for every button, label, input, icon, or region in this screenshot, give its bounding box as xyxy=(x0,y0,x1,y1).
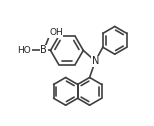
Text: OH: OH xyxy=(49,28,63,37)
Text: HO: HO xyxy=(17,46,31,55)
Text: B: B xyxy=(40,45,47,55)
Text: N: N xyxy=(92,56,99,66)
